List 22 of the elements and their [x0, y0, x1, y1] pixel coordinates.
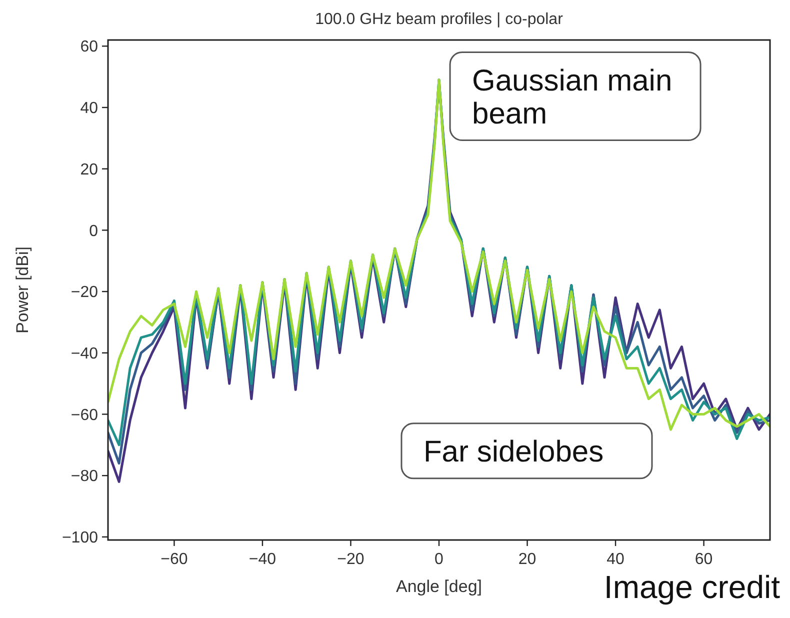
x-tick-label: 60: [694, 551, 713, 568]
y-tick-label: 0: [89, 222, 98, 240]
x-tick-label: −20: [337, 551, 364, 568]
x-axis-title: Angle [deg]: [396, 577, 482, 596]
y-tick-label: −60: [70, 406, 98, 424]
chart-title: 100.0 GHz beam profiles | co-polar: [315, 11, 564, 28]
y-tick-label: 40: [80, 100, 98, 118]
y-tick-label: −20: [70, 284, 98, 302]
y-tick-label: 20: [80, 161, 98, 178]
x-tick-label: 0: [434, 551, 444, 568]
y-tick-label: 60: [80, 38, 98, 56]
x-tick-label: −40: [248, 551, 276, 568]
y-tick-label: −100: [62, 530, 98, 547]
x-tick-label: 20: [518, 551, 536, 568]
text: Image credit: [604, 569, 780, 605]
y-tick-label: −80: [70, 468, 98, 486]
y-axis-title: Power [dBi]: [13, 246, 32, 334]
y-tick-label: −40: [70, 345, 98, 362]
annotation: Gaussian main beam: [472, 64, 672, 130]
x-tick-label: −60: [160, 551, 188, 568]
x-tick-label: 40: [606, 551, 625, 568]
annotation: Far sidelobes: [423, 435, 604, 468]
